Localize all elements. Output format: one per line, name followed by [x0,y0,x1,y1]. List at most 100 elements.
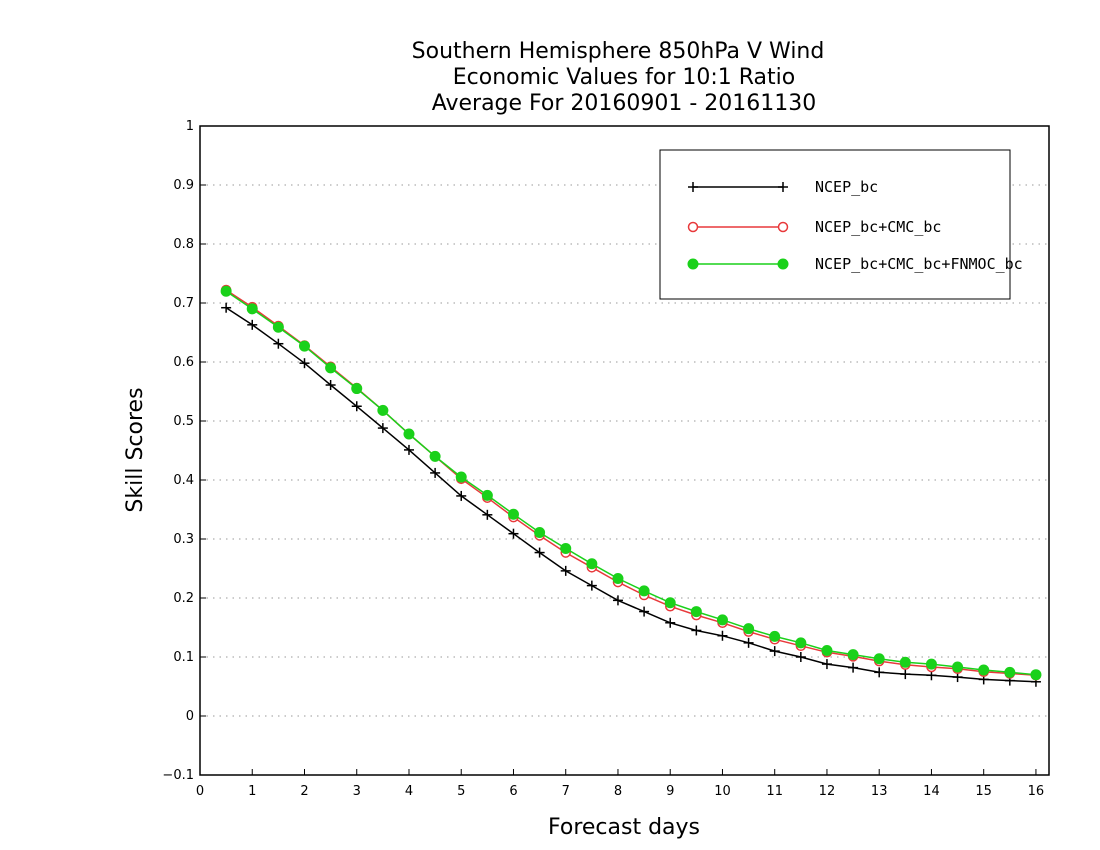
data-point-filled-circle [298,340,310,352]
data-point-filled-circle [743,623,755,635]
x-tick-label: 8 [614,784,622,799]
data-point-filled-circle [481,489,493,501]
legend-label: NCEP_bc+CMC_bc+FNMOC_bc [815,255,1023,273]
legend: NCEP_bc NCEP_bc+CMC_bc NCEP_bc+CMC_bc+FNMO… [659,149,1023,300]
y-axis-label: Skill Scores [123,387,148,512]
series-2 [220,284,1042,681]
data-point-filled-circle [777,258,789,270]
legend-item-1: NCEP_bc [688,178,878,196]
x-tick-label: 4 [405,784,413,799]
data-point-filled-circle [429,450,441,462]
y-tick-label: 0.2 [173,591,194,606]
data-point-filled-circle [586,558,598,570]
legend-item-2: NCEP_bc+CMC_bc [687,218,941,236]
chart-title-line-3: Average For 20160901 - 20161130 [432,91,817,116]
data-point-filled-circle [272,321,284,333]
data-point-plus [769,646,780,657]
data-point-filled-circle [220,285,232,297]
x-tick-label: 11 [766,784,783,799]
data-point-filled-circle [664,597,676,609]
data-point-plus [612,595,623,606]
plot-frame [199,125,1050,776]
data-point-filled-circle [638,585,650,597]
data-point-plus [299,358,310,369]
data-point-plus [534,547,545,558]
x-tick-label: 5 [457,784,465,799]
data-point-filled-circle [325,362,337,374]
y-tick-label: 0.8 [173,237,194,252]
data-point-plus [377,423,388,434]
data-point-filled-circle [455,471,467,483]
data-point-filled-circle [1030,669,1042,681]
y-tick-label: 0.4 [173,473,194,488]
data-point-plus [273,338,284,349]
data-point-plus [795,652,806,662]
data-point-plus [691,625,702,636]
y-tick-label: 0.3 [173,532,194,547]
legend-label: NCEP_bc+CMC_bc [815,218,941,236]
y-tick-label: 1 [186,119,194,134]
data-point-filled-circle [403,428,415,440]
x-tick-label: 16 [1028,784,1045,799]
data-point-plus [560,565,571,576]
data-point-plus [717,630,728,641]
chart-title-line-2: Economic Values for 10:1 Ratio [453,65,795,90]
x-axis-label: Forecast days [548,815,700,840]
data-point-filled-circle [821,645,833,657]
y-tick-label: 0.9 [173,178,194,193]
series-3 [220,285,1042,681]
x-tick-label: 9 [666,784,674,799]
x-tick-label: 2 [300,784,308,799]
data-point-plus [665,617,676,628]
x-tick-label: 3 [353,784,361,799]
series-line [225,290,1036,676]
data-point-plus [874,667,885,678]
data-point-filled-circle [534,527,546,539]
data-point-filled-circle [952,661,964,673]
data-point-filled-circle [246,303,258,315]
data-point-plus [403,444,414,455]
y-tick-label: 0 [186,709,194,724]
legend-items: NCEP_bc NCEP_bc+CMC_bc NCEP_bc+CMC_bc+FNMO… [687,178,1023,273]
y-tick-label: −0.1 [162,768,194,783]
data-point-plus [688,182,698,192]
data-point-filled-circle [507,508,519,520]
data-point-plus [900,669,911,680]
y-tick-label: 0.1 [173,650,194,665]
series-1 [221,302,1041,687]
data-point-plus [456,490,467,501]
data-point-filled-circle [687,258,699,270]
y-tick-label: 0.5 [173,414,194,429]
data-point-plus [430,467,441,478]
data-point-filled-circle [873,653,885,665]
data-point-plus [508,528,519,539]
data-point-filled-circle [560,542,572,554]
data-point-filled-circle [716,614,728,626]
x-tick-label: 15 [975,784,992,799]
data-point-plus [482,509,493,520]
data-point-plus [778,182,788,192]
data-point-filled-circle [925,658,937,670]
x-tick-label: 1 [248,784,256,799]
data-point-filled-circle [690,606,702,618]
data-point-filled-circle [377,404,389,416]
chart-title-line-1: Southern Hemisphere 850hPa V Wind [412,39,825,64]
x-tick-label: 12 [819,784,836,799]
data-point-plus [848,662,859,673]
data-point-plus [821,659,832,670]
data-point-filled-circle [978,664,990,676]
data-point-plus [586,580,597,591]
x-tick-label: 13 [871,784,888,799]
data-point-filled-circle [899,656,911,668]
data-point-filled-circle [769,630,781,642]
axis-ticks: −0.100.10.20.30.40.50.60.70.80.910 1 2 3 4 5 6… [162,119,1044,799]
data-point-filled-circle [795,637,807,649]
data-point-filled-circle [612,573,624,585]
data-point-open-circle [777,221,789,233]
series-line [225,307,1036,683]
x-tick-label: 7 [562,784,570,799]
data-point-plus [247,319,258,330]
legend-box [659,149,1011,300]
x-tick-label: 14 [923,784,940,799]
